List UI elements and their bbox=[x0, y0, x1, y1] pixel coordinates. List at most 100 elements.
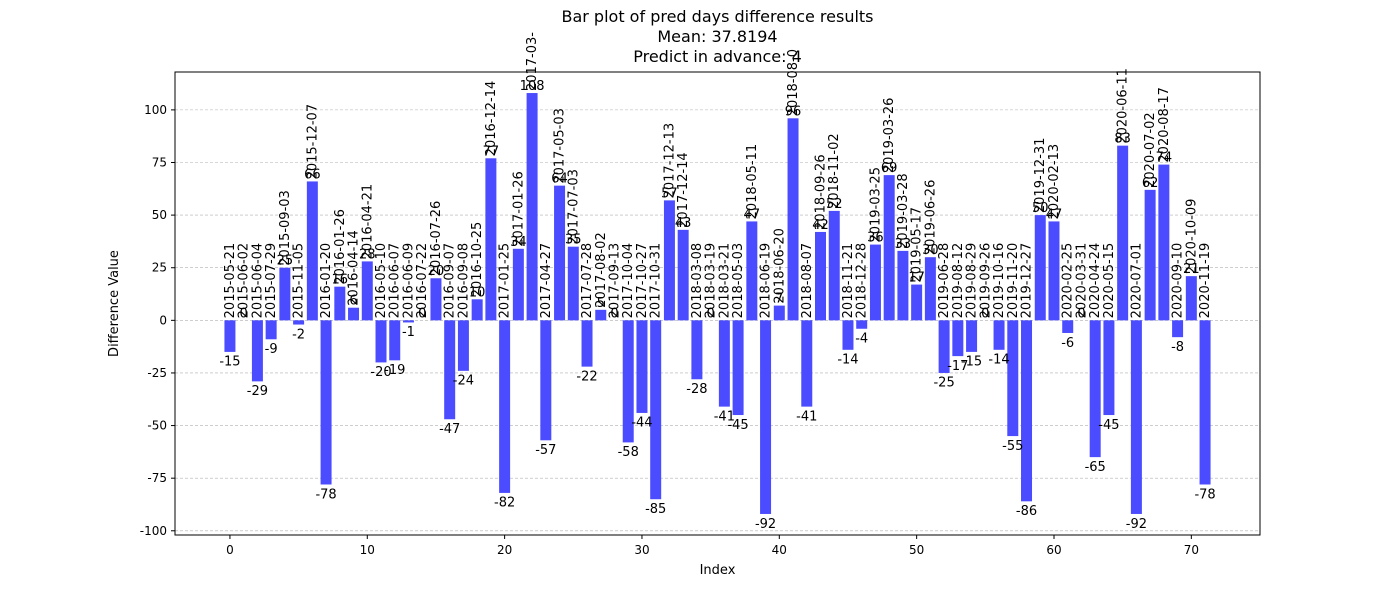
bar bbox=[444, 320, 455, 419]
date-label: 2020-11-19 bbox=[1198, 243, 1213, 319]
bar bbox=[911, 285, 922, 321]
bar bbox=[1145, 190, 1156, 320]
bar bbox=[348, 308, 359, 321]
value-label: -14 bbox=[837, 353, 858, 368]
bar bbox=[870, 245, 881, 321]
bar bbox=[1172, 320, 1183, 337]
value-label: -47 bbox=[439, 422, 460, 437]
date-label: 2020-06-11 bbox=[1116, 68, 1131, 144]
bar bbox=[1021, 320, 1032, 501]
bar bbox=[1117, 146, 1128, 321]
bar bbox=[1062, 320, 1073, 333]
bar bbox=[994, 320, 1005, 349]
bar bbox=[527, 93, 538, 320]
y-tick-label: 100 bbox=[144, 103, 167, 117]
bar bbox=[925, 257, 936, 320]
bar bbox=[293, 320, 304, 324]
bar bbox=[1048, 221, 1059, 320]
y-axis-label: Difference Value bbox=[107, 250, 122, 357]
bar bbox=[897, 251, 908, 320]
bar bbox=[636, 320, 647, 413]
x-tick-label: 10 bbox=[360, 543, 375, 557]
bar bbox=[1090, 320, 1101, 457]
date-label: 2015-11-05 bbox=[292, 243, 307, 319]
bar bbox=[582, 320, 593, 366]
date-label: 2016-12-14 bbox=[484, 81, 499, 157]
bar bbox=[307, 181, 318, 320]
date-label: 2017-07-03 bbox=[566, 169, 581, 245]
bar bbox=[1035, 215, 1046, 320]
bar bbox=[733, 320, 744, 415]
value-label: -24 bbox=[453, 374, 474, 389]
value-label: -41 bbox=[796, 409, 817, 424]
value-label: -29 bbox=[247, 384, 268, 399]
bar bbox=[568, 247, 579, 321]
value-label: -45 bbox=[1098, 418, 1119, 433]
value-label: -45 bbox=[727, 418, 748, 433]
value-label: -78 bbox=[315, 487, 336, 502]
bar bbox=[829, 211, 840, 320]
x-tick-label: 30 bbox=[634, 543, 649, 557]
bar bbox=[952, 320, 963, 356]
bar bbox=[389, 320, 400, 360]
x-tick-label: 60 bbox=[1046, 543, 1061, 557]
value-label: -65 bbox=[1085, 460, 1106, 475]
value-label: -4 bbox=[855, 332, 868, 347]
date-label: 2018-06-20 bbox=[772, 228, 787, 304]
date-label: 2018-05-03 bbox=[731, 243, 746, 319]
bar bbox=[540, 320, 551, 440]
value-label: -85 bbox=[645, 502, 666, 517]
bar bbox=[966, 320, 977, 352]
y-tick-label: 25 bbox=[152, 261, 167, 275]
value-label: -86 bbox=[1016, 504, 1037, 519]
date-label: 2020-05-15 bbox=[1102, 243, 1117, 319]
title-line: Mean: 37.8194 bbox=[657, 27, 777, 46]
bar bbox=[815, 232, 826, 320]
date-label: 2018-11-02 bbox=[827, 133, 842, 209]
date-label: 2016-10-25 bbox=[470, 222, 485, 298]
bar bbox=[760, 320, 771, 514]
date-label: 2017-03- bbox=[525, 32, 540, 91]
date-label: 2018-12-28 bbox=[855, 243, 870, 319]
bar bbox=[746, 221, 757, 320]
title-line: Predict in advance: 4 bbox=[633, 47, 802, 66]
value-label: -1 bbox=[402, 325, 415, 340]
title-line: Bar plot of pred days difference results bbox=[561, 7, 873, 26]
value-label: -22 bbox=[576, 369, 597, 384]
date-label: 2017-01-26 bbox=[511, 171, 526, 247]
date-label: 2019-12-27 bbox=[1020, 243, 1035, 319]
value-label: -19 bbox=[384, 363, 405, 378]
date-label: 2018-08-07 bbox=[800, 243, 815, 319]
date-label: 2017-10-31 bbox=[649, 243, 664, 319]
bar bbox=[376, 320, 387, 362]
value-label: -25 bbox=[933, 376, 954, 391]
date-label: 2017-01-25 bbox=[498, 243, 513, 319]
bar bbox=[691, 320, 702, 379]
date-label: 2017-12-14 bbox=[676, 152, 691, 228]
value-label: -15 bbox=[219, 355, 240, 370]
x-tick-label: 20 bbox=[497, 543, 512, 557]
bar bbox=[430, 278, 441, 320]
date-label: 2015-12-07 bbox=[305, 104, 320, 180]
value-label: -92 bbox=[755, 517, 776, 532]
value-label: -55 bbox=[1002, 439, 1023, 454]
bar bbox=[884, 175, 895, 320]
bar bbox=[842, 320, 853, 349]
date-label: 2020-08-17 bbox=[1157, 87, 1172, 163]
bar bbox=[334, 287, 345, 321]
y-tick-label: 0 bbox=[159, 313, 167, 327]
y-tick-label: -75 bbox=[147, 471, 167, 485]
value-label: -57 bbox=[535, 443, 556, 458]
chart-title: Bar plot of pred days difference results… bbox=[561, 7, 873, 66]
bar bbox=[650, 320, 661, 499]
bar bbox=[664, 200, 675, 320]
y-tick-label: 75 bbox=[152, 155, 167, 169]
bar bbox=[321, 320, 332, 484]
bar bbox=[801, 320, 812, 406]
value-label: -2 bbox=[292, 327, 305, 342]
bar bbox=[485, 158, 496, 320]
y-tick-label: -25 bbox=[147, 366, 167, 380]
value-label: -8 bbox=[1171, 340, 1184, 355]
